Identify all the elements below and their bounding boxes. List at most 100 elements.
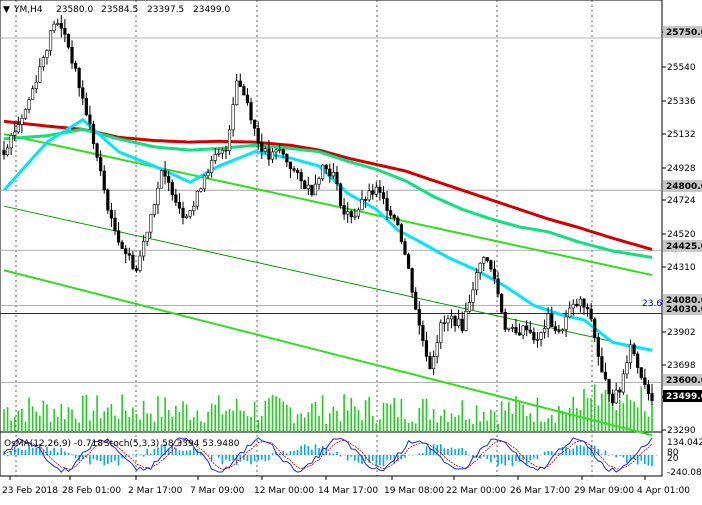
- candle-body: [267, 148, 271, 160]
- candle: [582, 298, 586, 315]
- candle: [170, 179, 174, 201]
- candle-body: [349, 211, 353, 218]
- candle: [278, 143, 282, 154]
- candle: [245, 88, 250, 106]
- candle-body: [23, 109, 28, 119]
- candle: [492, 260, 497, 285]
- candle-body: [414, 291, 418, 310]
- candle-body: [31, 88, 35, 100]
- candle: [2, 140, 6, 160]
- candle: [636, 351, 640, 374]
- candle: [539, 331, 543, 347]
- ohlc-close: 23499.0: [193, 5, 230, 15]
- candle: [235, 73, 239, 106]
- candle-body: [188, 210, 192, 217]
- stoch-main-line: [3, 437, 653, 473]
- candle-body: [600, 356, 604, 373]
- candle: [396, 215, 400, 227]
- candle: [607, 378, 611, 402]
- candle: [546, 307, 550, 338]
- candle: [596, 332, 600, 366]
- candle-body: [213, 154, 217, 161]
- candle-body: [281, 149, 285, 155]
- candle: [428, 351, 432, 370]
- candle: [485, 257, 489, 263]
- candle: [66, 33, 71, 50]
- candle: [52, 20, 56, 33]
- candle: [81, 80, 85, 106]
- candle-body: [643, 377, 647, 385]
- price-level-tag-label: 24030.0: [666, 305, 702, 315]
- candle: [70, 40, 74, 69]
- candle-body: [256, 127, 260, 144]
- candle: [575, 298, 579, 308]
- candle: [353, 208, 357, 221]
- candle: [310, 184, 314, 197]
- price-tick-label: 25540: [667, 63, 696, 73]
- price-level-tag-label: 23499.0: [666, 392, 702, 402]
- candle-body: [184, 215, 189, 218]
- candle: [410, 267, 414, 298]
- candle-body: [288, 161, 293, 169]
- candle: [557, 324, 561, 334]
- candle: [74, 60, 78, 72]
- candle-body: [242, 86, 246, 96]
- stoch-label: Stoch(5,3,3) 58.3394 53.9480: [104, 439, 240, 449]
- candle-body: [367, 190, 371, 201]
- candle: [585, 303, 590, 317]
- candle-body: [192, 205, 196, 211]
- price-level-tag: [663, 26, 702, 38]
- candle: [292, 166, 296, 173]
- candle-body: [546, 313, 550, 329]
- candle: [249, 97, 253, 125]
- candle: [120, 239, 124, 250]
- candle-body: [378, 186, 382, 193]
- candle-body: [331, 171, 335, 177]
- candle-body: [295, 170, 300, 173]
- candle-body: [127, 253, 131, 256]
- candle: [127, 247, 131, 261]
- candle: [213, 147, 217, 164]
- candle-body: [95, 143, 99, 158]
- candle-body: [614, 389, 618, 404]
- candle: [274, 148, 278, 160]
- candle: [403, 238, 407, 256]
- time-tick-label: 23 Feb 2018: [2, 486, 58, 496]
- candle-body: [152, 204, 156, 215]
- candle: [306, 176, 310, 196]
- candle-body: [406, 254, 411, 269]
- candle-body: [471, 289, 475, 303]
- candle-body: [432, 356, 436, 370]
- channel-lower-line: [3, 269, 653, 437]
- candle: [553, 321, 557, 334]
- candle-body: [270, 151, 275, 160]
- candle: [474, 268, 479, 296]
- candlesticks[interactable]: [2, 14, 654, 406]
- candle-body: [249, 102, 253, 121]
- candle-body: [593, 318, 597, 338]
- candle: [406, 252, 411, 270]
- price-tick-label: 23902: [667, 328, 696, 338]
- candle: [621, 369, 625, 395]
- candle-body: [535, 339, 540, 341]
- candle: [131, 250, 135, 271]
- time-tick-label: 28 Feb 01:00: [62, 486, 121, 496]
- candle-body: [424, 340, 429, 357]
- candle-body: [253, 119, 257, 129]
- price-tick-label: 23698: [667, 361, 696, 371]
- candle-body: [303, 180, 307, 190]
- candle: [63, 19, 67, 43]
- candle-body: [435, 342, 439, 357]
- candle: [514, 318, 518, 335]
- candle-body: [360, 199, 364, 211]
- candle: [389, 206, 393, 220]
- candle-body: [260, 142, 264, 152]
- candle-body: [356, 209, 361, 217]
- candle-body: [636, 353, 640, 368]
- candle: [349, 209, 353, 224]
- price-tick-label: 24520: [667, 230, 696, 240]
- candle-body: [202, 175, 207, 190]
- candle-body: [81, 87, 85, 99]
